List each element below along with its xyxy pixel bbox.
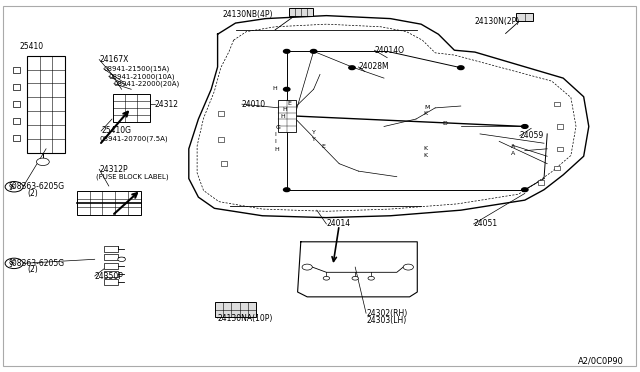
Circle shape [118,257,125,262]
Circle shape [458,66,464,70]
Text: K: K [424,153,428,158]
Text: E: E [287,101,291,106]
Text: 24130N(2P): 24130N(2P) [475,17,520,26]
Bar [13,118,20,124]
Bar [13,84,20,90]
Text: 24130NA(10P): 24130NA(10P) [218,314,273,323]
Text: 24028M: 24028M [358,62,389,71]
Text: I: I [275,139,276,144]
Bar [104,246,118,252]
Text: 24303(LH): 24303(LH) [366,316,406,325]
Text: Y: Y [312,129,316,135]
Bar [516,13,533,21]
Text: 24014: 24014 [326,219,351,228]
Text: 24010: 24010 [242,100,266,109]
Text: H: H [273,86,278,91]
Bar [554,102,560,106]
Bar [218,111,224,116]
Polygon shape [189,16,589,218]
Text: E: E [321,144,325,150]
Bar [13,67,20,73]
Bar [13,101,20,107]
Text: 24130NB(4P): 24130NB(4P) [223,10,273,19]
Text: 25410G: 25410G [101,126,131,135]
Circle shape [323,276,330,280]
Circle shape [284,87,290,91]
Text: 24059: 24059 [520,131,544,140]
Circle shape [284,49,290,53]
Text: 24167X: 24167X [99,55,129,64]
Bar [27,56,65,153]
Text: S: S [10,183,15,191]
Circle shape [403,264,413,270]
Text: 08941-21000(10A): 08941-21000(10A) [109,73,175,80]
Circle shape [310,49,317,53]
Text: (2): (2) [27,189,38,198]
Text: 08941-20700(7.5A): 08941-20700(7.5A) [99,135,168,142]
Bar [104,271,118,277]
Bar [77,190,141,215]
Bar [13,135,20,141]
Text: A2/0C0P90: A2/0C0P90 [578,356,624,365]
Text: (2): (2) [27,265,38,274]
Text: I: I [275,132,276,137]
Bar [218,137,224,142]
Circle shape [5,182,23,192]
Bar [538,180,544,185]
Text: 24302(RH): 24302(RH) [366,309,407,318]
Text: §08363-6205G: §08363-6205G [9,258,65,267]
Bar [278,100,296,132]
Bar [554,166,560,170]
Bar [215,302,257,317]
Bar [557,147,563,151]
Text: (FUSE BLOCK LABEL): (FUSE BLOCK LABEL) [96,173,168,180]
Text: H: H [274,147,279,152]
Circle shape [368,276,374,280]
Bar [104,263,118,269]
Text: D: D [442,121,447,126]
Text: 08941-21500(15A): 08941-21500(15A) [104,65,170,72]
Text: 24051: 24051 [474,219,498,228]
Text: G: G [276,125,281,130]
Text: 24312P: 24312P [99,165,128,174]
Text: 25410: 25410 [19,42,44,51]
Text: H: H [282,107,287,112]
Text: H: H [280,113,285,119]
Text: S: S [10,259,15,267]
Circle shape [349,66,355,70]
Text: 08941-22000(20A): 08941-22000(20A) [114,80,180,87]
Circle shape [302,264,312,270]
Circle shape [284,188,290,192]
Circle shape [36,158,49,166]
Text: A: A [511,144,515,150]
Text: M: M [425,105,430,110]
Circle shape [5,258,23,269]
Text: 24014O: 24014O [374,46,404,55]
Text: K: K [424,146,428,151]
Bar [104,279,118,285]
Bar [113,94,150,122]
Polygon shape [298,242,417,297]
Circle shape [352,276,358,280]
Circle shape [522,125,528,128]
Text: K: K [424,111,428,116]
Bar [221,161,227,166]
Text: A: A [511,151,515,156]
Text: 24312: 24312 [155,100,179,109]
Bar [104,254,118,260]
Bar [557,124,563,129]
Text: 24350P: 24350P [95,272,124,280]
Bar [289,8,313,16]
Text: Y: Y [312,137,316,142]
Circle shape [522,188,528,192]
Text: §08363-6205G: §08363-6205G [9,182,65,190]
